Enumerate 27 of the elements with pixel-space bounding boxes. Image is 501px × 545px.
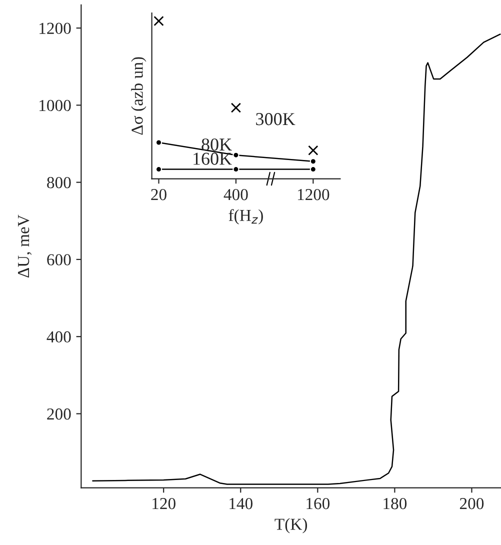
x-axis-title: f(H$_{z}$) [228,209,263,224]
x-tick-label: 160 [306,498,330,510]
y-tick-label: 400 [46,331,71,343]
series-label: 80K [202,138,232,151]
x-tick-label: 180 [384,498,407,510]
x-tick-label: 120 [152,498,176,510]
x-tick-label: 400 [224,188,248,200]
point [310,158,316,165]
x-axis-title: T(K) [274,518,308,534]
series-label: 160K [194,152,232,165]
point [230,102,242,113]
point [154,16,164,26]
y-tick-label: 1200 [40,22,71,34]
series-label: 300K [256,113,296,126]
y-axis-title: Δσ (azb un) [131,57,146,135]
y-tick-label: 600 [47,254,71,266]
x-tick-label: 140 [230,498,252,510]
y-tick-label: 800 [47,177,71,188]
x-tick-label: 200 [460,498,484,510]
point [308,145,318,156]
line-series [92,34,501,485]
y-tick-label: 1000 [40,100,71,112]
point [232,152,240,158]
x-tick-label: 1200 [298,188,330,200]
y-tick-label: 200 [47,408,71,420]
x-tick-label: 20 [151,188,166,200]
y-axis-title: ΔU, meV [18,214,32,278]
